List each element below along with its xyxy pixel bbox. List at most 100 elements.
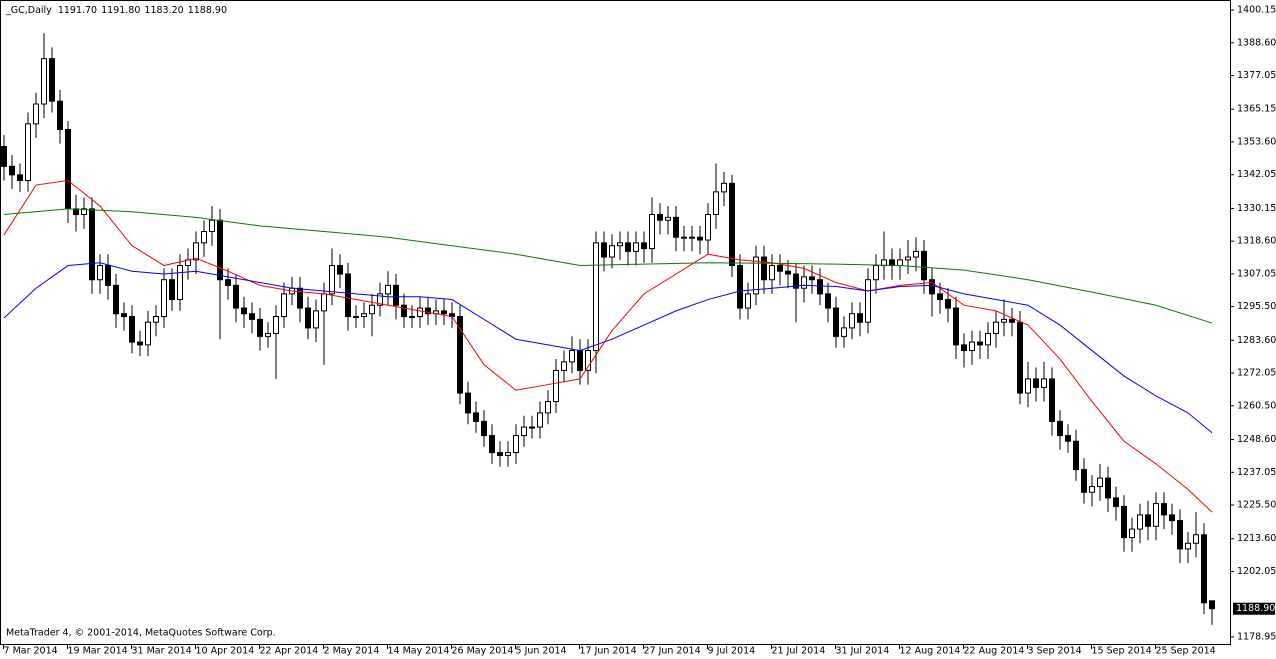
y-tick-label: 1248.60 (1237, 434, 1276, 445)
candle-body (553, 369, 559, 403)
candle-body (1097, 477, 1103, 488)
x-tick-label: 25 Sep 2014 (1156, 646, 1216, 657)
candle-body (361, 313, 367, 318)
candle-body (369, 304, 375, 315)
candle-body (257, 318, 263, 337)
candle-body (105, 265, 111, 286)
x-tick-label: 21 Jul 2014 (772, 646, 826, 657)
candle-body (265, 333, 271, 337)
candle-body (937, 293, 943, 301)
candle-body (689, 236, 695, 239)
candle-body (393, 284, 399, 306)
ma-line (3, 208, 1213, 324)
candle-body (657, 214, 663, 221)
candle-body (1121, 505, 1127, 539)
candle-body (305, 307, 311, 329)
candle-body (33, 103, 39, 125)
candle-body (409, 316, 415, 319)
candle-body (153, 316, 159, 323)
candle-body (129, 316, 135, 343)
y-tick-label: 1342.05 (1237, 169, 1276, 180)
candle-body (809, 276, 815, 281)
candle-body (721, 182, 727, 193)
x-tick-label: 31 Mar 2014 (132, 646, 192, 657)
candle-body (121, 313, 127, 318)
candle-body (1153, 503, 1159, 527)
x-tick-label: 3 Sep 2014 (1028, 646, 1082, 657)
candle-body (793, 273, 799, 289)
candle-body (1089, 486, 1095, 493)
candle-body (953, 307, 959, 346)
x-tick-label: 22 Aug 2014 (964, 646, 1025, 657)
x-tick-label: 22 Apr 2014 (260, 646, 319, 657)
candle-body (665, 216, 671, 221)
x-tick-label: 19 Mar 2014 (68, 646, 128, 657)
candle-body (1017, 321, 1023, 394)
candle-body (1009, 318, 1015, 323)
candle-body (993, 321, 999, 335)
symbol: _GC,Daily (5, 5, 52, 16)
candle-body (641, 242, 647, 250)
candle-body (281, 293, 287, 318)
y-tick-label: 1237.05 (1237, 467, 1276, 478)
candle-body (673, 216, 679, 238)
candle-body (561, 361, 567, 371)
candle-body (833, 307, 839, 337)
candle-body (617, 242, 623, 247)
y-tick-label: 1178.95 (1237, 631, 1276, 642)
candle-body (321, 293, 327, 312)
candle-body (697, 236, 703, 241)
candle-body (841, 327, 847, 337)
y-tick-label: 1330.15 (1237, 203, 1276, 214)
candle-body (921, 250, 927, 281)
y-tick-label: 1213.60 (1237, 533, 1276, 544)
candle-body (857, 313, 863, 323)
ohlc-low: 1183.20 (144, 5, 183, 16)
candle-body (25, 123, 31, 182)
candle-body (1169, 514, 1175, 522)
candle-body (273, 316, 279, 335)
candle-body (1129, 528, 1135, 539)
candle-body (1145, 514, 1151, 527)
candle-body (569, 350, 575, 363)
price-label: 1188.90 (1236, 603, 1275, 614)
ohlc-high: 1191.80 (101, 5, 140, 16)
y-tick-label: 1318.60 (1237, 236, 1276, 247)
x-tick-label: 14 May 2014 (388, 646, 450, 657)
candle-body (233, 284, 239, 309)
candle-body (249, 313, 255, 320)
candle-body (497, 452, 503, 456)
candle-body (713, 191, 719, 216)
x-tick-label: 27 Jun 2014 (644, 646, 701, 657)
candle-body (177, 265, 183, 301)
candle-body (1113, 497, 1119, 507)
candle-body (905, 256, 911, 261)
chart-header: _GC,Daily 1191.70 1191.80 1183.20 1188.90 (5, 5, 227, 16)
plot-frame (0, 0, 1231, 645)
candle-body (65, 129, 71, 210)
candle-body (1185, 542, 1191, 550)
x-tick-label: 5 Jun 2014 (516, 646, 567, 657)
candle-body (585, 350, 591, 371)
candle-body (593, 242, 599, 352)
ma-line (3, 179, 1213, 513)
price-label-box (1233, 602, 1275, 615)
x-tick-label: 15 Sep 2014 (1092, 646, 1152, 657)
candle-body (81, 208, 87, 216)
candle-body (353, 316, 359, 319)
candle-body (537, 412, 543, 428)
candle-body (97, 265, 103, 281)
candle-body (961, 344, 967, 352)
candle-body (609, 245, 615, 258)
candle-body (209, 219, 215, 233)
candle-body (41, 58, 47, 105)
candle-body (1137, 514, 1143, 530)
ma-line (3, 262, 1213, 434)
candle-body (329, 265, 335, 295)
candle-body (505, 452, 511, 456)
candle-body (761, 256, 767, 281)
candle-body (729, 182, 735, 267)
candle-body (385, 284, 391, 295)
candle-body (1025, 378, 1031, 394)
